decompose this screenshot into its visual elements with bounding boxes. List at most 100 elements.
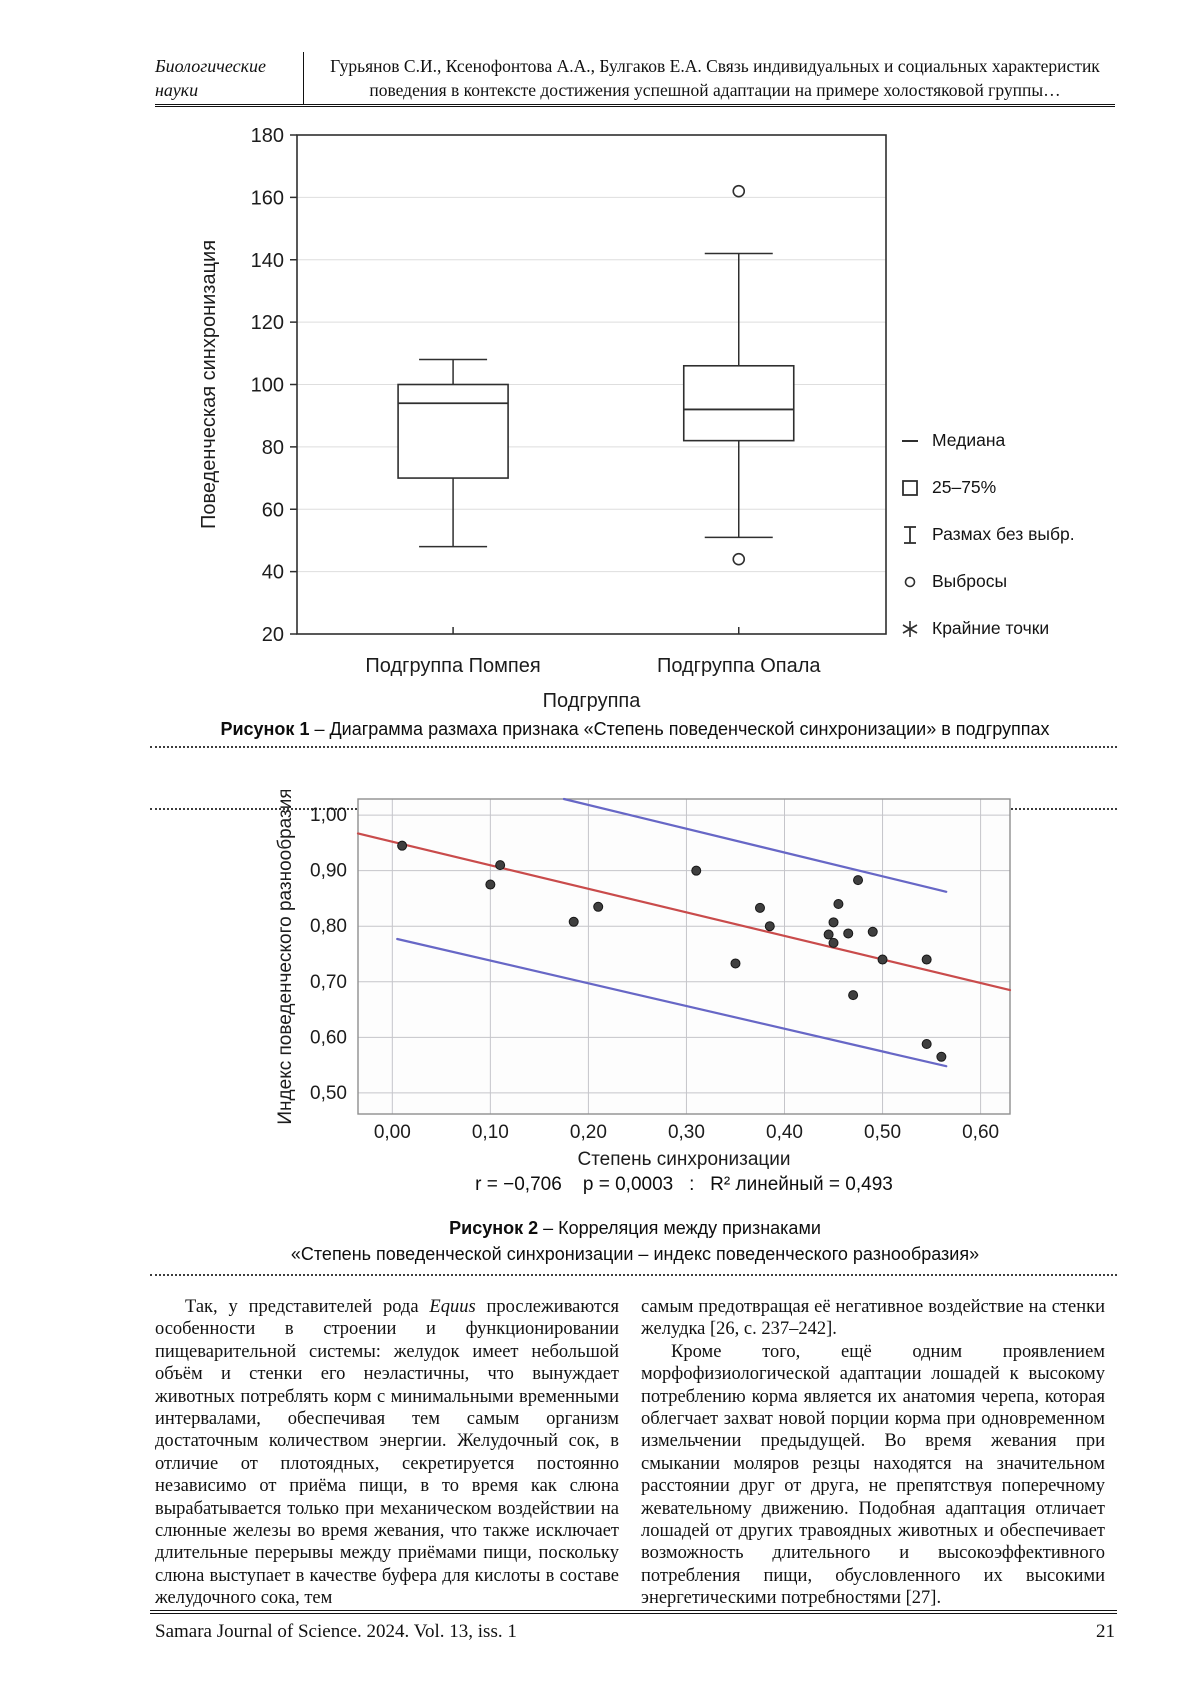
legend-label: Выбросы xyxy=(932,571,1008,591)
svg-text:0,70: 0,70 xyxy=(310,972,347,993)
article-body: Так, у представителей рода Equus прослеж… xyxy=(155,1296,1105,1610)
data-point xyxy=(754,902,765,913)
svg-text:Степень синхронизации: Степень синхронизации xyxy=(577,1149,790,1170)
legend-item-extremes: Крайние точки xyxy=(899,615,1075,642)
data-point xyxy=(867,926,878,937)
page-number: 21 xyxy=(1096,1621,1115,1642)
section-separator xyxy=(150,1274,1117,1276)
paragraph: Кроме того, ещё одним проявлением морфоф… xyxy=(641,1341,1105,1609)
median-icon xyxy=(902,439,918,442)
data-point xyxy=(921,954,932,965)
figure-2-caption-line2: «Степень поведенческой синхронизации – и… xyxy=(290,1244,980,1264)
svg-text:0,90: 0,90 xyxy=(310,861,347,882)
footer-rule xyxy=(150,1610,1117,1614)
running-title-line2: поведения в контексте достижения успешно… xyxy=(369,80,1061,100)
svg-text:80: 80 xyxy=(262,437,284,459)
data-point xyxy=(593,901,604,912)
running-title: Гурьянов С.И., Ксенофонтова А.А., Булгак… xyxy=(315,54,1115,102)
journal-section: Биологические науки xyxy=(155,54,295,102)
legend-label: Медиана xyxy=(932,430,1006,450)
page-header: Биологические науки Гурьянов С.И., Ксено… xyxy=(155,52,1115,107)
svg-text:20: 20 xyxy=(262,624,284,646)
whisker-range-icon xyxy=(904,525,916,544)
journal-section-line2: науки xyxy=(155,80,199,100)
svg-text:0,50: 0,50 xyxy=(310,1083,347,1104)
svg-text:0,30: 0,30 xyxy=(668,1122,705,1143)
data-point xyxy=(691,865,702,876)
header-divider xyxy=(303,52,304,105)
svg-text:60: 60 xyxy=(262,499,284,521)
svg-text:180: 180 xyxy=(251,125,284,147)
data-point xyxy=(936,1051,947,1062)
figure-2-caption-text: – Корреляция между признаками xyxy=(538,1218,821,1238)
svg-text:0,80: 0,80 xyxy=(310,916,347,937)
outlier-point xyxy=(732,552,746,566)
svg-text:0,20: 0,20 xyxy=(570,1122,607,1143)
figure-1-caption: Рисунок 1 – Диаграмма размаха признака «… xyxy=(155,719,1115,740)
svg-text:140: 140 xyxy=(251,250,284,272)
data-point xyxy=(397,840,408,851)
svg-text:120: 120 xyxy=(251,312,284,334)
text-column-right: самым предотвращая её негативное воздейс… xyxy=(641,1296,1105,1610)
paragraph-text: Так, у представителей рода xyxy=(185,1297,430,1317)
svg-text:0,50: 0,50 xyxy=(864,1122,901,1143)
svg-text:0,10: 0,10 xyxy=(472,1122,509,1143)
paragraph: самым предотвращая её негативное воздейс… xyxy=(641,1297,1105,1340)
data-point xyxy=(730,958,741,969)
regression-line xyxy=(356,832,1012,992)
data-point xyxy=(568,916,579,927)
svg-text:160: 160 xyxy=(251,187,284,209)
legend-label: Крайние точки xyxy=(932,618,1050,638)
svg-text:Подгруппа: Подгруппа xyxy=(543,690,642,712)
legend-item-median: Медиана xyxy=(899,427,1075,454)
quartile-box-icon xyxy=(902,479,918,496)
legend-label: Размах без выбр. xyxy=(932,524,1075,544)
figure-1-boxplot: 20 40 60 80 100 120 140 160 180 Подгруппа Помпея П… xyxy=(155,115,1115,745)
data-point xyxy=(833,899,844,909)
figure-2-scatterplot: 0,00 0,10 0,20 0,30 0,40 0,50 0,60 0,50 0,60 0,70… xyxy=(155,790,1115,1274)
figure-1-caption-text: – Диаграмма размаха признака «Степень по… xyxy=(309,719,1050,739)
page-footer: Samara Journal of Science. 2024. Vol. 13… xyxy=(155,1621,1115,1643)
legend-item-outliers: Выбросы xyxy=(899,568,1075,595)
journal-section-line1: Биологические xyxy=(155,56,266,76)
data-point xyxy=(823,929,834,940)
outlier-point xyxy=(732,184,746,198)
data-point xyxy=(848,990,859,1001)
figure-2-caption: Рисунок 2 – Корреляция между признаками xyxy=(155,1218,1115,1239)
svg-text:0,40: 0,40 xyxy=(766,1122,803,1143)
text-column-left: Так, у представителей рода Equus прослеж… xyxy=(155,1296,619,1610)
quartile-box xyxy=(397,383,509,479)
figure-2-caption-number: Рисунок 2 xyxy=(449,1218,539,1238)
legend-label: 25–75% xyxy=(932,477,997,497)
paragraph-text: прослеживаются особенности в строении и … xyxy=(155,1297,620,1609)
extreme-asterisk-icon xyxy=(902,620,918,637)
data-point xyxy=(764,921,775,932)
svg-text:Подгруппа Опала: Подгруппа Опала xyxy=(657,655,821,677)
svg-text:1,00: 1,00 xyxy=(310,805,347,826)
confidence-band-line xyxy=(396,937,948,1068)
section-separator xyxy=(150,746,1117,748)
figure-1-caption-number: Рисунок 1 xyxy=(220,719,310,739)
svg-text:Поведенческая синхронизация: Поведенческая синхронизация xyxy=(198,240,220,529)
data-point xyxy=(921,1039,932,1049)
svg-text:40: 40 xyxy=(262,562,284,584)
svg-text:0,60: 0,60 xyxy=(962,1122,999,1143)
data-point xyxy=(485,879,496,890)
data-point xyxy=(853,875,864,886)
confidence-band-line xyxy=(562,797,948,893)
running-title-line1: Гурьянов С.И., Ксенофонтова А.А., Булгак… xyxy=(330,56,1100,76)
scatter-chart: 0,00 0,10 0,20 0,30 0,40 0,50 0,60 0,50 0,60 0,70… xyxy=(275,790,1012,1170)
svg-text:0,60: 0,60 xyxy=(310,1027,347,1048)
svg-text:100: 100 xyxy=(251,375,284,397)
quartile-box xyxy=(682,364,795,442)
svg-text:0,00: 0,00 xyxy=(374,1122,411,1143)
data-point xyxy=(828,937,839,948)
outlier-circle-icon xyxy=(904,576,916,587)
svg-text:Индекс поведенческого разнообр: Индекс поведенческого разнообразия xyxy=(275,790,296,1125)
data-point xyxy=(828,917,839,928)
paragraph: Так, у представителей рода Equus прослеж… xyxy=(155,1296,619,1610)
data-point xyxy=(843,928,854,939)
journal-name: Samara Journal of Science. 2024. Vol. 13… xyxy=(155,1621,517,1642)
